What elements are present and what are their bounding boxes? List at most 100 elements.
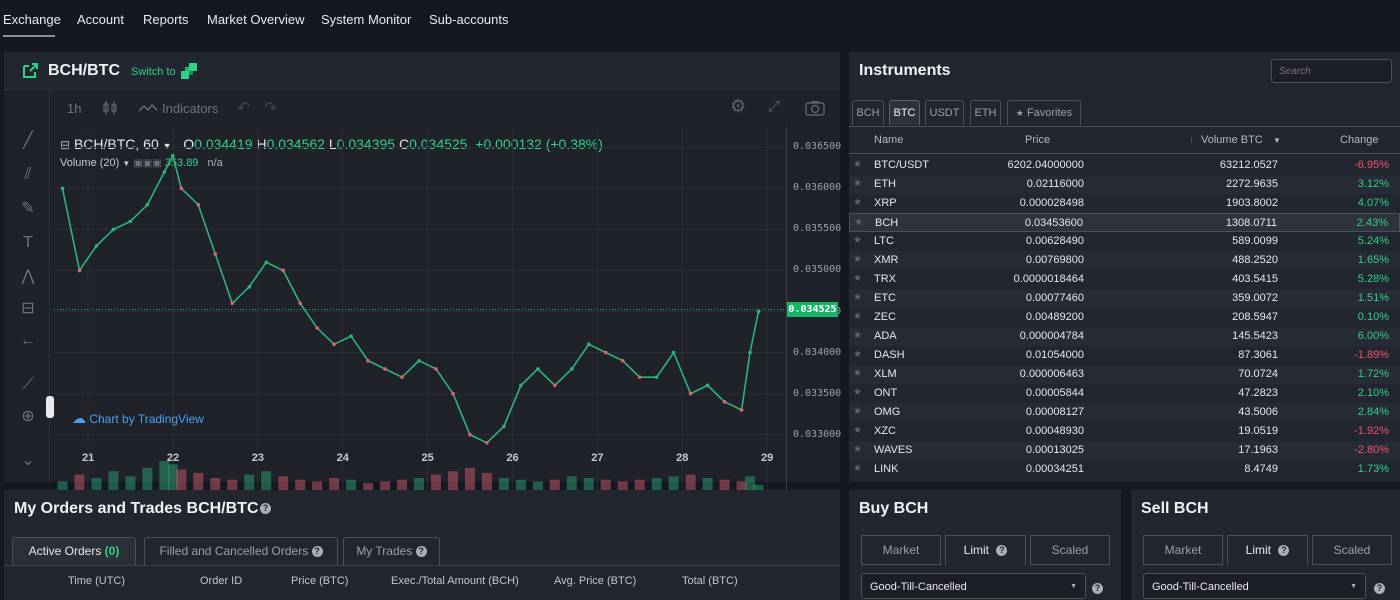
volume-dropdown-icon[interactable]: ▼ xyxy=(1273,136,1281,145)
trend-line-icon[interactable]: ╱ xyxy=(23,132,33,149)
fib-tool-icon[interactable]: ⫽ xyxy=(24,166,32,183)
text-tool-icon[interactable]: T xyxy=(23,234,33,251)
favorite-star-icon[interactable]: ★ xyxy=(853,387,862,398)
instrument-row[interactable]: ★ OMG 0.00008127 43.5006 2.84% xyxy=(849,403,1400,422)
tab-bch[interactable]: BCH xyxy=(852,100,884,125)
favorite-star-icon[interactable]: ★ xyxy=(853,311,862,322)
tab-eth[interactable]: ETH xyxy=(970,100,1001,125)
pattern-icon[interactable]: ⋀ xyxy=(21,268,35,285)
volume-settings-icon[interactable]: ▣▣▣ xyxy=(133,158,162,169)
buy-tab-limit[interactable]: Limit ? xyxy=(945,535,1026,565)
favorite-star-icon[interactable]: ★ xyxy=(853,368,862,379)
favorite-star-icon[interactable]: ★ xyxy=(853,254,862,265)
instrument-name: ZEC xyxy=(874,311,896,323)
favorite-star-icon[interactable]: ★ xyxy=(853,425,862,436)
instrument-row[interactable]: ★ XZC 0.00048930 19.0519 -1.92% xyxy=(849,422,1400,441)
interval-selector[interactable]: 1h xyxy=(67,101,82,116)
orders-help-icon[interactable]: ? xyxy=(260,503,271,514)
ruler-icon[interactable]: ⟋ xyxy=(22,376,34,393)
sell-tif-select[interactable]: Good-Till-Cancelled ▼ xyxy=(1143,573,1366,599)
filled-help-icon[interactable]: ? xyxy=(311,546,323,557)
nav-reports[interactable]: Reports xyxy=(143,12,189,27)
undo-icon[interactable]: ↶ xyxy=(237,100,251,117)
favorite-star-icon[interactable]: ★ xyxy=(853,463,862,474)
instrument-row[interactable]: ★ XLM 0.000006463 70.0724 1.72% xyxy=(849,365,1400,384)
tab-my-trades[interactable]: My Trades ? xyxy=(343,537,440,565)
instrument-row[interactable]: ★ DASH 0.01054000 87.3061 -1.89% xyxy=(849,346,1400,365)
instrument-row[interactable]: ★ ADA 0.000004784 145.5423 6.00% xyxy=(849,327,1400,346)
nav-market-overview[interactable]: Market Overview xyxy=(207,12,305,27)
nav-system-monitor[interactable]: System Monitor xyxy=(321,12,412,27)
indicators-button[interactable]: Indicators xyxy=(162,101,219,116)
price-chart-canvas[interactable] xyxy=(54,127,784,499)
instrument-row[interactable]: ★ BTC/USDT 6202.04000000 63212.0527 -6.95% xyxy=(849,156,1400,175)
candles-icon[interactable] xyxy=(102,100,118,116)
favorite-star-icon[interactable]: ★ xyxy=(853,349,862,360)
col-name[interactable]: Name xyxy=(874,134,904,146)
instrument-row[interactable]: ★ LINK 0.00034251 8.4749 1.73% xyxy=(849,460,1400,479)
buy-tab-scaled[interactable]: Scaled xyxy=(1030,535,1110,565)
switch-view-icon[interactable] xyxy=(181,63,197,79)
indicators-icon[interactable] xyxy=(138,103,158,113)
instrument-row[interactable]: ★ TRX 0.0000018464 403.5415 5.28% xyxy=(849,270,1400,289)
measure-icon[interactable]: ⊟ xyxy=(21,300,35,317)
tab-active-orders[interactable]: Active Orders (0) xyxy=(12,537,136,565)
chart-scroll-handle[interactable] xyxy=(46,396,54,418)
expand-tools-icon[interactable]: ⌄ xyxy=(21,452,35,469)
col-change[interactable]: Change xyxy=(1340,134,1379,146)
sell-tab-scaled[interactable]: Scaled xyxy=(1312,535,1392,565)
brush-icon[interactable]: ✎ xyxy=(21,200,35,217)
tab-filled-cancelled[interactable]: Filled and Cancelled Orders ? xyxy=(144,537,338,565)
buy-tif-select[interactable]: Good-Till-Cancelled ▼ xyxy=(861,573,1086,599)
buy-limit-help-icon[interactable]: ? xyxy=(996,545,1008,556)
favorite-star-icon[interactable]: ★ xyxy=(853,406,862,417)
favorite-star-icon[interactable]: ★ xyxy=(853,292,862,303)
favorite-star-icon[interactable]: ★ xyxy=(853,235,862,246)
external-link-icon[interactable] xyxy=(21,62,39,80)
fullscreen-icon[interactable]: ⤢ xyxy=(768,98,781,115)
instrument-row[interactable]: ★ XRP 0.000028498 1903.8002 4.07% xyxy=(849,194,1400,213)
instrument-row[interactable]: ★ ONT 0.00005844 47.2823 2.10% xyxy=(849,384,1400,403)
col-price[interactable]: Price xyxy=(1025,134,1051,146)
volume-dropdown-icon[interactable]: ▼ xyxy=(122,159,131,168)
instrument-row[interactable]: ★ ETH 0.02116000 2272.9635 3.12% xyxy=(849,175,1400,194)
favorite-star-icon[interactable]: ★ xyxy=(853,330,862,341)
buy-tif-help-icon[interactable]: ? xyxy=(1092,583,1103,594)
favorite-star-icon[interactable]: ★ xyxy=(853,178,862,189)
favorite-star-icon[interactable]: ★ xyxy=(853,444,862,455)
tab-favorites[interactable]: ★ Favorites xyxy=(1007,100,1081,125)
sell-tab-market[interactable]: Market xyxy=(1143,535,1223,565)
switch-to-link[interactable]: Switch to xyxy=(131,66,176,78)
volume-bar xyxy=(430,474,441,495)
sell-tif-help-icon[interactable]: ? xyxy=(1374,583,1385,594)
instrument-row[interactable]: ★ ZEC 0.00489200 208.5947 0.10% xyxy=(849,308,1400,327)
sell-tab-limit[interactable]: Limit ? xyxy=(1227,535,1308,565)
favorite-star-icon[interactable]: ★ xyxy=(853,159,862,170)
zoom-icon[interactable]: ⊕ xyxy=(21,408,35,425)
nav-account[interactable]: Account xyxy=(77,12,124,27)
redo-icon[interactable]: ↷ xyxy=(264,100,278,117)
nav-exchange[interactable]: Exchange xyxy=(3,12,61,27)
instrument-row[interactable]: ★ LTC 0.00628490 589.0099 5.24% xyxy=(849,232,1400,251)
instrument-name: WAVES xyxy=(874,444,913,456)
back-arrow-icon[interactable]: ← xyxy=(20,332,36,349)
instrument-row[interactable]: ★ XMR 0.00769800 488.2520 1.65% xyxy=(849,251,1400,270)
trades-help-icon[interactable]: ? xyxy=(415,546,427,557)
col-volume[interactable]: Volume BTC xyxy=(1201,134,1263,146)
camera-icon[interactable] xyxy=(805,100,825,116)
buy-tab-market[interactable]: Market xyxy=(861,535,941,565)
nav-sub-accounts[interactable]: Sub-accounts xyxy=(429,12,509,27)
tab-btc[interactable]: BTC xyxy=(889,100,920,125)
favorite-star-icon[interactable]: ★ xyxy=(853,197,862,208)
tab-usdt[interactable]: USDT xyxy=(925,100,964,125)
instrument-row[interactable]: ★ BCH 0.03453600 1308.0711 2.43% xyxy=(849,213,1400,232)
legend-dropdown-icon[interactable]: ▼ xyxy=(162,141,172,151)
favorite-star-icon[interactable]: ★ xyxy=(854,217,863,228)
instrument-row[interactable]: ★ ETC 0.00077460 359.0072 1.51% xyxy=(849,289,1400,308)
sell-limit-help-icon[interactable]: ? xyxy=(1278,545,1290,556)
instrument-row[interactable]: ★ WAVES 0.00013025 17.1963 -2.80% xyxy=(849,441,1400,460)
legend-collapse-icon[interactable]: ⊟ xyxy=(60,138,71,152)
favorite-star-icon[interactable]: ★ xyxy=(853,273,862,284)
instrument-search-input[interactable] xyxy=(1271,59,1392,83)
settings-gear-icon[interactable]: ⚙ xyxy=(730,96,747,116)
